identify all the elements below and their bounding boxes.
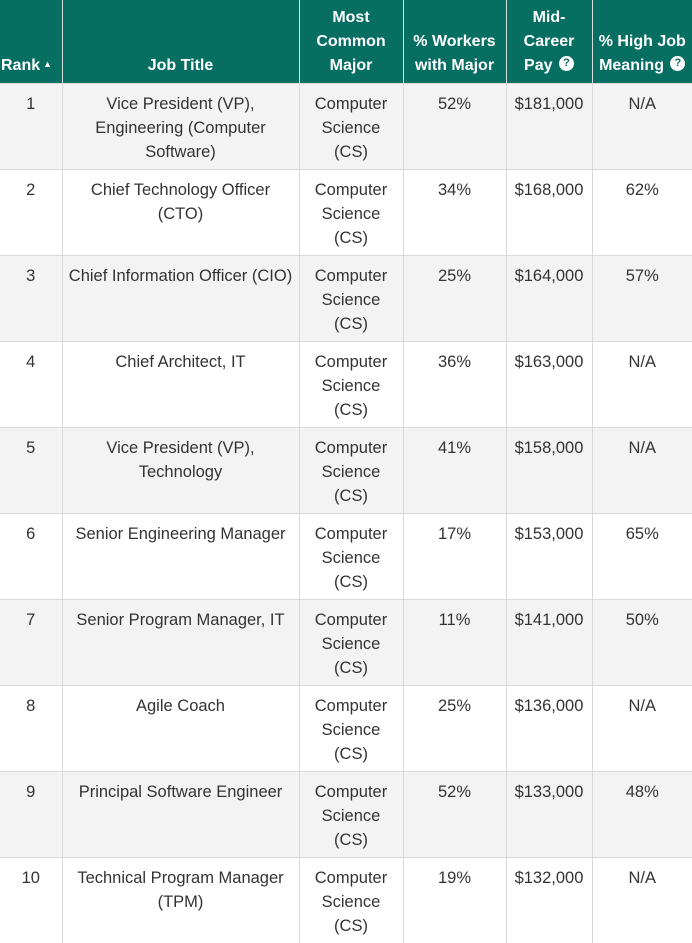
job-title-cell: Technical Program Manager (TPM) (62, 858, 299, 943)
pct-workers-cell: 36% (403, 342, 506, 428)
rank-cell: 4 (0, 342, 62, 428)
pay-cell: $136,000 (506, 686, 592, 772)
job-title-column-header[interactable]: Job Title (62, 0, 299, 84)
meaning-cell: N/A (592, 84, 692, 170)
table-row: 10 Technical Program Manager (TPM) Compu… (0, 858, 692, 943)
rank-cell: 6 (0, 514, 62, 600)
meaning-cell: 57% (592, 256, 692, 342)
pay-cell: $133,000 (506, 772, 592, 858)
table-row: 7 Senior Program Manager, IT Computer Sc… (0, 600, 692, 686)
pay-cell: $163,000 (506, 342, 592, 428)
table-row: 8 Agile Coach Computer Science (CS) 25% … (0, 686, 692, 772)
pct-workers-cell: 52% (403, 772, 506, 858)
rank-cell: 2 (0, 170, 62, 256)
meaning-cell: 48% (592, 772, 692, 858)
table-row: 5 Vice President (VP), Technology Comput… (0, 428, 692, 514)
job-title-cell: Senior Program Manager, IT (62, 600, 299, 686)
pct-workers-cell: 25% (403, 686, 506, 772)
meaning-cell: N/A (592, 428, 692, 514)
rank-column-header[interactable]: Rank▲ (0, 0, 62, 84)
pay-cell: $158,000 (506, 428, 592, 514)
pay-cell: $168,000 (506, 170, 592, 256)
pct-workers-cell: 52% (403, 84, 506, 170)
major-cell: Computer Science (CS) (299, 342, 403, 428)
job-title-cell: Vice President (VP), Technology (62, 428, 299, 514)
major-cell: Computer Science (CS) (299, 84, 403, 170)
rank-cell: 7 (0, 600, 62, 686)
meaning-cell: N/A (592, 342, 692, 428)
question-circle-icon[interactable]: ? (670, 56, 685, 71)
pay-cell: $153,000 (506, 514, 592, 600)
job-title-cell: Senior Engineering Manager (62, 514, 299, 600)
pct-workers-cell: 11% (403, 600, 506, 686)
job-title-cell: Chief Technology Officer (CTO) (62, 170, 299, 256)
pay-cell: $132,000 (506, 858, 592, 943)
table-row: 4 Chief Architect, IT Computer Science (… (0, 342, 692, 428)
rank-cell: 1 (0, 84, 62, 170)
pay-cell: $141,000 (506, 600, 592, 686)
rank-cell: 8 (0, 686, 62, 772)
major-cell: Computer Science (CS) (299, 170, 403, 256)
major-cell: Computer Science (CS) (299, 772, 403, 858)
pay-cell: $181,000 (506, 84, 592, 170)
major-cell: Computer Science (CS) (299, 256, 403, 342)
pct-workers-cell: 19% (403, 858, 506, 943)
job-title-cell: Agile Coach (62, 686, 299, 772)
rank-cell: 10 (0, 858, 62, 943)
table-row: 3 Chief Information Officer (CIO) Comput… (0, 256, 692, 342)
pct-workers-cell: 34% (403, 170, 506, 256)
meaning-cell: 65% (592, 514, 692, 600)
meaning-cell: 62% (592, 170, 692, 256)
meaning-cell: 50% (592, 600, 692, 686)
table-row: 1 Vice President (VP), Engineering (Comp… (0, 84, 692, 170)
sort-ascending-icon[interactable]: ▲ (43, 52, 52, 76)
meaning-cell: N/A (592, 686, 692, 772)
rank-cell: 5 (0, 428, 62, 514)
major-cell: Computer Science (CS) (299, 858, 403, 943)
major-cell: Computer Science (CS) (299, 686, 403, 772)
rank-cell: 3 (0, 256, 62, 342)
table-row: 9 Principal Software Engineer Computer S… (0, 772, 692, 858)
pct-workers-cell: 17% (403, 514, 506, 600)
job-title-cell: Chief Architect, IT (62, 342, 299, 428)
job-title-cell: Vice President (VP), Engineering (Comput… (62, 84, 299, 170)
major-cell: Computer Science (CS) (299, 428, 403, 514)
question-circle-icon[interactable]: ? (559, 56, 574, 71)
pct-workers-cell: 41% (403, 428, 506, 514)
table-row: 2 Chief Technology Officer (CTO) Compute… (0, 170, 692, 256)
table-row: 6 Senior Engineering Manager Computer Sc… (0, 514, 692, 600)
meaning-cell: N/A (592, 858, 692, 943)
pct-workers-cell: 25% (403, 256, 506, 342)
major-cell: Computer Science (CS) (299, 514, 403, 600)
rank-cell: 9 (0, 772, 62, 858)
major-cell: Computer Science (CS) (299, 600, 403, 686)
job-title-cell: Principal Software Engineer (62, 772, 299, 858)
pay-cell: $164,000 (506, 256, 592, 342)
job-title-cell: Chief Information Officer (CIO) (62, 256, 299, 342)
